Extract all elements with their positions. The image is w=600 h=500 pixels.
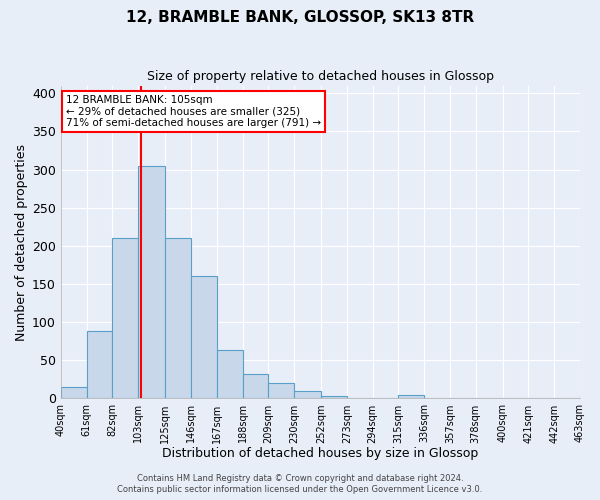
Bar: [112, 238, 138, 398]
Bar: [242, 374, 268, 398]
Bar: [217, 350, 242, 399]
Bar: [398, 394, 424, 398]
Bar: [86, 332, 112, 398]
Bar: [294, 391, 321, 398]
Bar: [138, 166, 165, 398]
Title: Size of property relative to detached houses in Glossop: Size of property relative to detached ho…: [147, 70, 494, 83]
Text: 12, BRAMBLE BANK, GLOSSOP, SK13 8TR: 12, BRAMBLE BANK, GLOSSOP, SK13 8TR: [126, 10, 474, 25]
Text: Contains HM Land Registry data © Crown copyright and database right 2024.
Contai: Contains HM Land Registry data © Crown c…: [118, 474, 482, 494]
Text: 12 BRAMBLE BANK: 105sqm
← 29% of detached houses are smaller (325)
71% of semi-d: 12 BRAMBLE BANK: 105sqm ← 29% of detache…: [66, 95, 321, 128]
Bar: [580, 396, 600, 398]
Bar: [191, 276, 217, 398]
Bar: [61, 387, 86, 398]
Bar: [268, 383, 294, 398]
Bar: [165, 238, 191, 398]
X-axis label: Distribution of detached houses by size in Glossop: Distribution of detached houses by size …: [163, 447, 479, 460]
Bar: [321, 396, 347, 398]
Y-axis label: Number of detached properties: Number of detached properties: [15, 144, 28, 340]
